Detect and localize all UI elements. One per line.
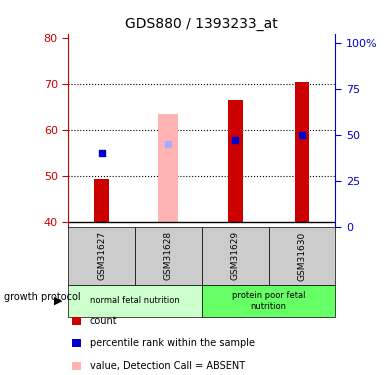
Text: ▶: ▶ [54,296,63,306]
Text: normal fetal nutrition: normal fetal nutrition [90,296,180,305]
Bar [158,114,179,222]
Text: count: count [90,316,117,326]
Text: GSM31629: GSM31629 [231,231,240,280]
Text: value, Detection Call = ABSENT: value, Detection Call = ABSENT [90,361,245,370]
Bar [94,178,109,222]
Point [165,141,172,147]
Bar [295,82,309,222]
Text: GSM31630: GSM31630 [298,231,307,280]
Point [232,136,238,142]
Text: percentile rank within the sample: percentile rank within the sample [90,338,255,348]
Text: GSM31627: GSM31627 [97,231,106,280]
Text: growth protocol: growth protocol [4,292,80,302]
Title: GDS880 / 1393233_at: GDS880 / 1393233_at [126,17,278,32]
Bar [228,100,243,222]
Text: protein poor fetal
nutrition: protein poor fetal nutrition [232,291,305,310]
Point [299,132,305,138]
Point [99,150,105,156]
Text: GSM31628: GSM31628 [164,231,173,280]
